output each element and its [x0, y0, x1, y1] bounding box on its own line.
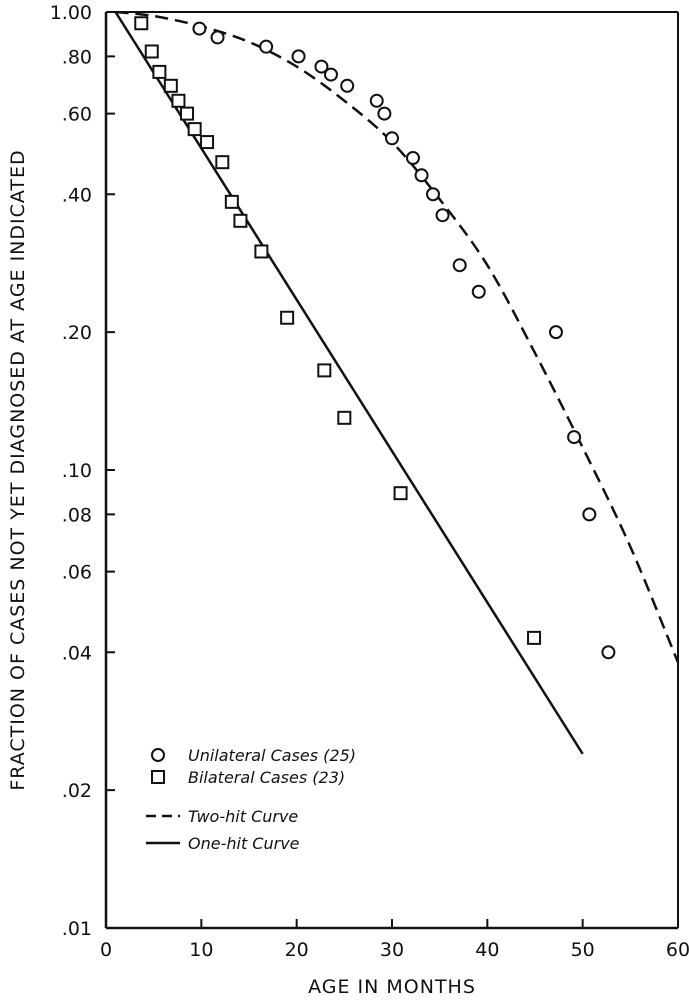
bilateral-point: [134, 16, 149, 31]
y-tick-label: .80: [62, 46, 92, 68]
bilateral-point: [180, 106, 195, 121]
unilateral-point: [259, 39, 274, 54]
bilateral-point: [215, 155, 230, 170]
bilateral-point: [527, 630, 542, 645]
x-tick-label: 40: [475, 939, 499, 961]
bilateral-point: [233, 213, 248, 228]
legend-label-bilateral: Bilateral Cases (23): [188, 768, 345, 787]
bilateral-point: [152, 64, 167, 79]
unilateral-point: [210, 30, 225, 45]
unilateral-point: [582, 507, 597, 522]
bilateral-point: [163, 78, 178, 93]
unilateral-point: [323, 67, 338, 82]
x-tick-label: 10: [189, 939, 213, 961]
y-tick-label: .10: [62, 460, 92, 482]
legend: Unilateral Cases (25) Bilateral Cases (2…: [146, 746, 356, 853]
unilateral-point: [452, 258, 467, 273]
bilateral-point: [187, 122, 202, 137]
bilateral-point: [144, 44, 159, 59]
y-axis-title: FRACTION OF CASES NOT YET DIAGNOSED AT A…: [7, 149, 29, 790]
unilateral-point: [192, 21, 207, 36]
unilateral-point: [369, 93, 384, 108]
unilateral-point: [548, 325, 563, 340]
unilateral-point: [435, 208, 450, 223]
y-tick-label: 1.00: [50, 2, 92, 24]
legend-label-unilateral: Unilateral Cases (25): [188, 746, 356, 765]
unilateral-point: [471, 284, 486, 299]
y-tick-label: .02: [62, 780, 92, 802]
y-tick-label: .60: [62, 104, 92, 126]
x-tick-label: 30: [380, 939, 404, 961]
x-axis-ticks: 0 10 20 30 40 50 60: [100, 919, 689, 961]
y-tick-label: .06: [62, 562, 92, 584]
bilateral-point: [317, 363, 332, 378]
legend-label-one-hit: One-hit Curve: [188, 834, 300, 853]
unilateral-point: [340, 78, 355, 93]
unilateral-point: [425, 187, 440, 202]
x-tick-label: 60: [666, 939, 689, 961]
unilateral-point: [377, 106, 392, 121]
bilateral-point: [280, 310, 295, 325]
unilateral-point: [567, 430, 582, 445]
bilateral-point: [171, 93, 186, 108]
plot-frame: [104, 11, 679, 930]
y-tick-label: .08: [62, 504, 92, 526]
legend-square-marker: [151, 770, 165, 784]
y-axis-ticks: 1.00 .80 .60 .40 .20 .10 .08 .06 .04 .02 .01: [50, 2, 115, 940]
unilateral-point: [291, 49, 306, 64]
x-tick-label: 20: [285, 939, 309, 961]
legend-circle-marker: [151, 748, 165, 762]
unilateral-point: [314, 59, 329, 74]
bilateral-point: [254, 244, 269, 259]
bilateral-point: [393, 486, 408, 501]
bilateral-point: [224, 194, 239, 209]
unilateral-point: [385, 131, 399, 146]
one-hit-curve: [114, 11, 584, 755]
bilateral-point: [337, 410, 352, 425]
data-markers: [134, 16, 616, 660]
unilateral-point: [405, 150, 420, 165]
x-axis-title: AGE IN MONTHS: [308, 976, 476, 998]
y-tick-label: .40: [62, 184, 92, 206]
x-tick-label: 0: [100, 939, 112, 961]
y-tick-label: .20: [62, 322, 92, 344]
legend-label-two-hit: Two-hit Curve: [188, 807, 298, 826]
y-tick-label: .04: [62, 642, 92, 664]
y-tick-label: .01: [62, 918, 92, 940]
bilateral-point: [200, 135, 215, 150]
unilateral-point: [601, 645, 616, 660]
two-hit-curve: [115, 10, 680, 663]
x-tick-label: 50: [571, 939, 595, 961]
unilateral-point: [414, 168, 429, 183]
